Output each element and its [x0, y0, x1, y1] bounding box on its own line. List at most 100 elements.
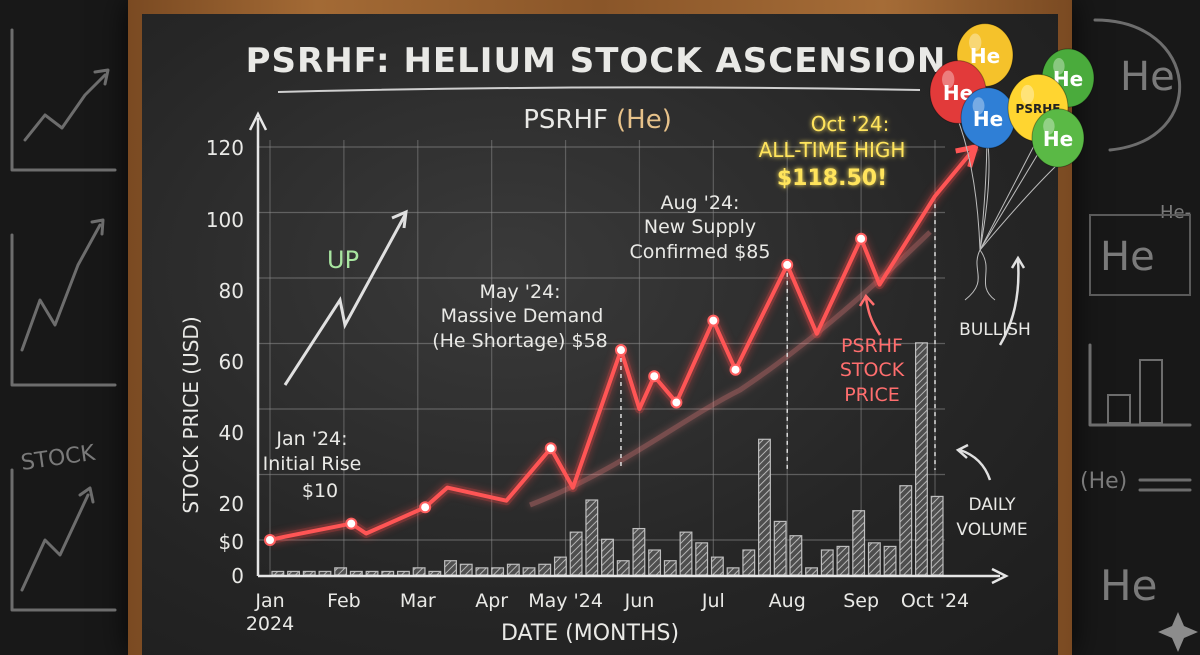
balloon-string	[979, 163, 1059, 251]
price-point	[855, 232, 868, 245]
right-doodle-he-4: He	[1100, 561, 1157, 610]
x-tick-label: Feb	[327, 590, 361, 612]
annotation-aug-line3: Confirmed $85	[630, 241, 771, 263]
right-doodles: He He He- (He) He	[1080, 18, 1192, 610]
price-trend-shadow	[529, 230, 932, 508]
annotation-series-label: PSRHF STOCK PRICE	[840, 293, 905, 406]
annotation-aug: Aug '24: New Supply Confirmed $85	[630, 192, 771, 263]
annotation-may: May '24: Massive Demand (He Shortage) $5…	[432, 281, 608, 352]
y-tick-label: 60	[219, 350, 244, 374]
y-tick-label: 80	[219, 279, 244, 303]
annotation-jan-line2: Initial Rise	[263, 453, 362, 475]
volume-bar	[601, 538, 614, 576]
price-line-arrowhead	[955, 144, 979, 168]
sparkle-icon	[1158, 612, 1198, 652]
annotation-bullish: BULLISH	[959, 255, 1031, 346]
volume-bar	[396, 570, 410, 576]
balloon-highlight	[1020, 84, 1035, 105]
price-point	[729, 363, 742, 376]
volume-bar	[679, 531, 693, 576]
price-point	[345, 517, 358, 530]
x-tick-label: Aug	[769, 590, 806, 612]
price-point	[670, 396, 683, 409]
balloon-highlight	[1053, 57, 1065, 75]
right-doodle-he-2: He	[1100, 234, 1155, 280]
balloon-highlight	[942, 70, 955, 89]
price-point	[781, 258, 794, 271]
volume-bar	[710, 556, 724, 576]
series-label-line3: PRICE	[844, 384, 900, 406]
annotation-aug-line2: New Supply	[644, 216, 756, 238]
right-doodle-he-5: He-	[1160, 202, 1191, 223]
x-tick-label: Jan	[254, 590, 284, 612]
volume-bar	[569, 531, 583, 576]
balloon-highlight	[969, 33, 982, 52]
volume-bar	[491, 567, 505, 576]
y-tick-labels: 0 $0 20 40 60 80 100 120	[206, 136, 244, 588]
balloon-label: He	[1043, 127, 1073, 151]
series-label-line1: PSRHF	[841, 335, 903, 357]
price-point	[264, 534, 276, 546]
x-axis-arrow	[991, 567, 1009, 585]
volume-bar	[805, 567, 819, 576]
x-tick-label: Jul	[701, 590, 725, 612]
balloon-highlight	[1043, 117, 1055, 135]
right-doodle-he-1: He	[1120, 54, 1175, 100]
annotation-oct-line1: Oct '24:	[811, 112, 890, 136]
volume-label-line1: DAILY	[968, 495, 1016, 515]
up-label: UP	[327, 246, 359, 274]
volume-bar	[334, 567, 348, 576]
y-tick-label: $0	[219, 530, 244, 554]
y-tick-label: 0	[231, 564, 244, 588]
volume-bar	[836, 545, 850, 576]
balloon-label: He	[973, 107, 1003, 131]
x-tick-label: May '24	[528, 590, 603, 612]
price-points	[264, 232, 868, 546]
price-point	[419, 501, 432, 514]
price-point	[707, 314, 720, 327]
volume-bar	[428, 570, 442, 576]
volume-bar	[648, 549, 662, 576]
y-tick-label: 20	[219, 492, 244, 516]
annotation-jan-line3: $10	[302, 480, 338, 502]
balloon-highlight	[972, 97, 985, 115]
volume-bar	[820, 549, 834, 576]
x-tick-label: Sep	[843, 590, 879, 612]
left-doodle-chart-2	[10, 218, 117, 387]
annotation-oct-line3: $118.50!	[777, 166, 887, 191]
annotation-oct-line2: ALL-TIME HIGH	[759, 138, 906, 162]
x-tick-label: Mar	[400, 590, 436, 612]
chart-subtitle-symbol: (He)	[616, 105, 672, 135]
volume-bar	[726, 567, 740, 576]
volume-bar	[287, 570, 300, 576]
volume-bar	[349, 570, 363, 576]
volume-bar	[271, 570, 285, 576]
volume-bar	[632, 527, 646, 576]
x-tick-label: Oct '24	[901, 590, 969, 612]
x-tick-label: Apr	[475, 590, 508, 612]
up-annotation: UP	[283, 209, 408, 386]
balloon-ribbon	[964, 249, 996, 301]
axes	[248, 111, 1009, 585]
title-underline	[277, 86, 921, 93]
volume-bar	[867, 542, 881, 576]
x-tick-label: Jun	[624, 590, 655, 612]
y-axis-arrow	[248, 111, 268, 131]
volume-bar	[663, 560, 677, 576]
right-doodle-he-3: (He)	[1080, 469, 1127, 494]
annotation-may-line2: Massive Demand	[441, 305, 604, 327]
volume-bar	[459, 563, 473, 576]
price-line-group	[269, 144, 980, 545]
volume-bar	[852, 510, 866, 576]
annotation-may-line3: (He Shortage) $58	[432, 330, 608, 352]
volume-bar	[883, 545, 897, 576]
volume-bar	[616, 560, 630, 576]
annotation-aug-line1: Aug '24:	[661, 192, 740, 214]
volume-bar	[773, 520, 787, 576]
annotation-volume: DAILY VOLUME	[955, 443, 1028, 540]
balloon	[1031, 108, 1085, 168]
y-tick-label: 120	[206, 136, 244, 160]
volume-bar	[695, 542, 709, 576]
